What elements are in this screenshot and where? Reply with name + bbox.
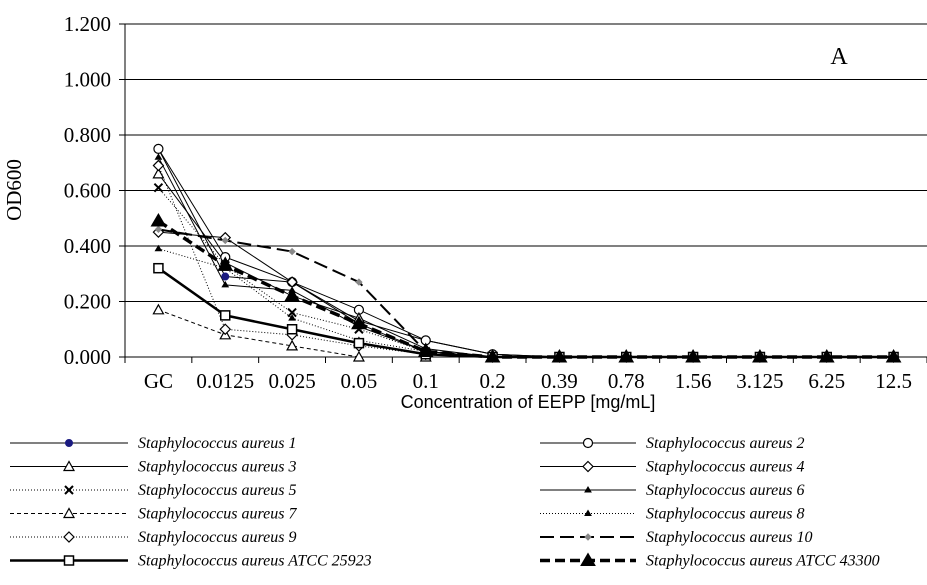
data-point bbox=[288, 314, 296, 321]
data-point bbox=[154, 153, 163, 160]
legend-swatch-marker bbox=[63, 555, 75, 566]
x-tick-label: 0.1 bbox=[413, 369, 439, 393]
data-point bbox=[351, 315, 367, 330]
x-tick-label: 0.0125 bbox=[196, 369, 254, 393]
series-line-4 bbox=[158, 231, 894, 358]
data-point bbox=[153, 143, 164, 154]
data-point bbox=[154, 225, 163, 234]
data-point bbox=[685, 349, 701, 363]
legend-swatch-marker bbox=[62, 460, 76, 472]
legend-label: Staphylococcus aureus 5 bbox=[138, 482, 296, 499]
data-point bbox=[154, 244, 163, 252]
legend-label: Staphylococcus aureus 3 bbox=[138, 459, 296, 476]
y-tick-label: 1.000 bbox=[64, 68, 111, 92]
x-tick-label: 0.2 bbox=[479, 369, 505, 393]
x-tick-label: 0.39 bbox=[541, 369, 578, 393]
data-point bbox=[484, 349, 501, 363]
legend-swatch-marker bbox=[584, 509, 592, 516]
data-point bbox=[286, 339, 299, 351]
data-point bbox=[150, 213, 167, 227]
data-point bbox=[220, 310, 231, 321]
legend-swatch-marker bbox=[65, 439, 73, 447]
x-tick-label: 0.05 bbox=[341, 369, 378, 393]
data-point bbox=[355, 278, 363, 286]
data-point bbox=[353, 337, 365, 349]
data-point bbox=[153, 183, 164, 193]
data-point bbox=[217, 257, 234, 271]
x-tick-label: 3.125 bbox=[736, 369, 783, 393]
legend-swatch-marker bbox=[580, 552, 596, 566]
panel-label: A bbox=[830, 44, 848, 70]
data-point bbox=[284, 287, 300, 302]
series-line-7 bbox=[158, 309, 894, 358]
series-line-9 bbox=[157, 165, 894, 358]
data-point bbox=[221, 236, 229, 245]
legend-label: Staphylococcus aureus 7 bbox=[138, 506, 297, 523]
y-tick-label: 1.200 bbox=[64, 12, 111, 36]
legend-label: Staphylococcus aureus 4 bbox=[646, 459, 804, 476]
legend-label: Staphylococcus aureus 6 bbox=[646, 482, 804, 499]
legend-swatch-marker bbox=[582, 437, 594, 449]
data-point bbox=[885, 349, 902, 363]
x-tick-label: 12.5 bbox=[875, 369, 912, 393]
data-point bbox=[551, 349, 568, 363]
data-point bbox=[286, 324, 298, 335]
series-line-5 bbox=[158, 187, 894, 358]
series-line-3 bbox=[158, 173, 894, 358]
data-point bbox=[221, 280, 230, 288]
y-tick-label: 0.400 bbox=[64, 234, 111, 258]
data-point bbox=[152, 167, 165, 179]
data-point bbox=[152, 159, 165, 172]
legend-label: Staphylococcus aureus 2 bbox=[646, 435, 804, 452]
y-tick-label: 0.600 bbox=[64, 179, 111, 203]
x-tick-label: GC bbox=[144, 369, 173, 393]
data-point bbox=[752, 349, 768, 363]
legend-label: Staphylococcus aureus 10 bbox=[646, 529, 812, 546]
data-point bbox=[288, 247, 296, 256]
legend-swatch-marker bbox=[63, 531, 75, 543]
series-line-6 bbox=[157, 156, 894, 358]
series-line-1 bbox=[157, 148, 894, 358]
x-tick-label: 6.25 bbox=[808, 369, 845, 393]
legend-swatch-marker bbox=[584, 533, 592, 541]
x-tick-label: 0.025 bbox=[268, 369, 315, 393]
legend-label: Staphylococcus aureus 9 bbox=[138, 529, 296, 546]
data-point bbox=[417, 343, 434, 357]
x-axis-title: Concentration of EEPP [mg/mL] bbox=[401, 392, 656, 412]
legend-swatch-marker bbox=[64, 485, 74, 495]
legend-label: Staphylococcus aureus ATCC 25923 bbox=[138, 553, 372, 570]
legend-swatch-marker bbox=[582, 460, 594, 473]
series-line-10 bbox=[158, 228, 894, 358]
data-point bbox=[287, 307, 297, 318]
y-tick-label: 0.200 bbox=[64, 290, 111, 314]
series-line-8 bbox=[158, 248, 894, 358]
series-line-2 bbox=[157, 148, 894, 358]
data-point bbox=[618, 349, 635, 363]
y-axis-title: OD600 bbox=[2, 159, 26, 221]
data-point bbox=[153, 262, 164, 274]
legend-label: Staphylococcus aureus 8 bbox=[646, 506, 804, 523]
legend-label: Staphylococcus aureus ATCC 43300 bbox=[646, 553, 880, 570]
legend-swatch-marker bbox=[584, 486, 592, 493]
y-tick-label: 0.800 bbox=[64, 123, 111, 147]
series-line-12 bbox=[157, 219, 894, 359]
data-point bbox=[818, 349, 835, 363]
legend-label: Staphylococcus aureus 1 bbox=[138, 435, 296, 452]
data-point bbox=[221, 272, 230, 281]
data-point bbox=[152, 303, 165, 315]
data-point bbox=[352, 350, 365, 362]
y-tick-label: 0.000 bbox=[64, 345, 111, 369]
x-tick-label: 0.78 bbox=[608, 369, 645, 393]
x-tick-label: 1.56 bbox=[675, 369, 712, 393]
series-line-11 bbox=[157, 267, 894, 359]
legend-swatch-marker bbox=[62, 507, 76, 519]
data-point bbox=[219, 323, 232, 336]
